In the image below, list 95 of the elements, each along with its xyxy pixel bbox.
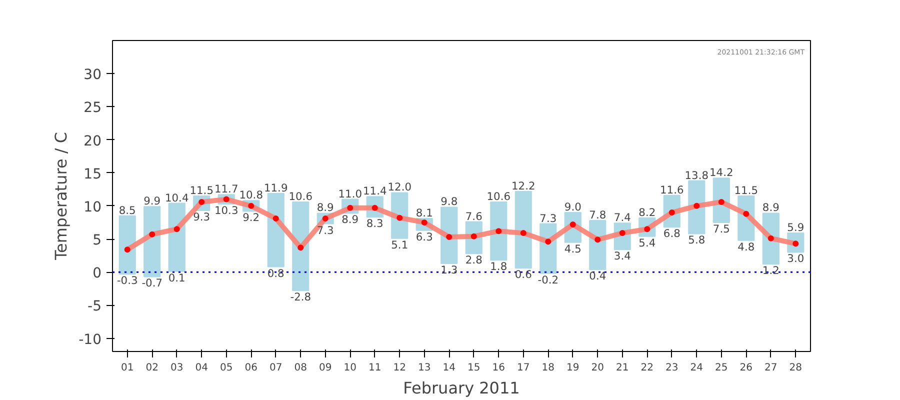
- x-tick-label: 26: [740, 362, 753, 374]
- x-tick-label: 17: [517, 362, 530, 374]
- annotation: 4.5: [564, 242, 582, 256]
- data-label: 14.2: [710, 166, 734, 180]
- x-tick-label: 01: [120, 362, 134, 374]
- y-axis-title: Temperature / C: [52, 132, 71, 262]
- data-label: 9.8: [440, 195, 458, 208]
- x-tick-label: 04: [195, 362, 208, 374]
- x-tick-label: 10: [344, 362, 356, 374]
- annotation: 5.8: [688, 234, 706, 247]
- annotation: -0.2: [538, 273, 559, 286]
- x-axis-title: February 2011: [403, 378, 520, 398]
- x-tick-label: 22: [640, 362, 654, 374]
- annotation: 5.1: [391, 238, 408, 252]
- y-tick-label: -5: [88, 298, 102, 315]
- y-tick-label: 5: [92, 232, 102, 249]
- x-tick-label: 14: [442, 362, 456, 374]
- data-label: 11.0: [338, 187, 362, 200]
- annotation: 8.9: [342, 213, 359, 226]
- x-tick-label: 27: [764, 362, 778, 374]
- x-tick-label: 09: [319, 362, 332, 374]
- annotation: 10.3: [214, 204, 238, 217]
- annotation: 8.3: [366, 217, 384, 230]
- data-label: 11.5: [734, 184, 758, 197]
- annotation: 3.4: [614, 250, 632, 263]
- x-tick-label: 02: [146, 362, 158, 374]
- x-tick-label: 23: [666, 362, 678, 374]
- data-label: 7.3: [540, 212, 557, 225]
- x-tick-label: 16: [492, 362, 505, 374]
- data-label: 10.6: [288, 190, 313, 203]
- annotation: 9.3: [193, 210, 210, 224]
- x-tick-label: 18: [542, 362, 555, 374]
- data-label: 8.1: [416, 206, 433, 220]
- annotation: 7.5: [712, 222, 730, 236]
- data-label: 8.9: [316, 201, 334, 214]
- x-tick-label: 08: [294, 362, 307, 374]
- annotation: 7.3: [316, 224, 334, 237]
- data-label: 12.2: [512, 179, 536, 192]
- x-tick-label: 06: [244, 362, 258, 374]
- data-label: 8.2: [638, 206, 656, 219]
- annotation: 9.2: [242, 211, 260, 224]
- annotation: 0.6: [514, 268, 532, 282]
- data-label: 9.0: [564, 200, 582, 214]
- annotation: 5.4: [638, 236, 656, 250]
- x-tick-label: 28: [789, 362, 802, 374]
- annotation: 2.8: [465, 254, 483, 267]
- data-label: 11.6: [660, 183, 684, 196]
- annotation: 4.8: [738, 240, 755, 254]
- x-tick-label: 15: [468, 362, 480, 374]
- x-tick-label: 03: [170, 362, 184, 374]
- x-tick-label: 05: [220, 362, 233, 374]
- data-label: 9.9: [144, 194, 161, 208]
- data-label: 8.5: [118, 204, 136, 217]
- data-label: 5.9: [787, 221, 804, 234]
- data-label: 7.8: [589, 208, 606, 222]
- annotation: 1.2: [762, 264, 780, 278]
- y-tick-label: 10: [84, 199, 102, 216]
- data-label: 10.8: [239, 188, 264, 202]
- x-tick-label: 13: [418, 362, 431, 374]
- data-label: 11.9: [264, 181, 288, 194]
- data-label: 13.8: [684, 168, 709, 182]
- data-label: 11.4: [363, 184, 387, 198]
- y-tick-label: 20: [84, 133, 102, 150]
- x-tick-label: 19: [566, 362, 580, 374]
- annotation: 6.3: [416, 230, 433, 244]
- x-tick-label: 25: [715, 362, 728, 374]
- y-tick-label: 30: [84, 67, 102, 84]
- data-label: 7.4: [614, 211, 632, 224]
- annotation: 0.1: [168, 271, 186, 284]
- x-tick-label: 07: [270, 362, 282, 374]
- annotation: -0.3: [116, 274, 138, 288]
- y-tick-label: 0: [92, 266, 102, 282]
- annotation: -0.7: [142, 276, 163, 290]
- data-label: 11.7: [214, 182, 238, 196]
- y-tick-label: 15: [84, 166, 102, 182]
- annotation: -2.8: [290, 290, 312, 304]
- annotation: 0.8: [267, 266, 285, 280]
- annotation: 1.3: [440, 263, 458, 276]
- annotation: 3.0: [787, 252, 804, 266]
- x-tick-label: 11: [368, 362, 382, 374]
- x-tick-label: 24: [690, 362, 704, 374]
- data-label: 8.9: [762, 201, 780, 214]
- annotation: 6.8: [663, 227, 681, 240]
- y-tick-label: -10: [78, 332, 102, 348]
- data-label: 11.5: [190, 184, 214, 197]
- data-label: 10.6: [486, 190, 511, 203]
- annotation: 1.8: [490, 260, 508, 274]
- x-tick-label: 12: [393, 362, 406, 374]
- data-label: 12.0: [388, 180, 412, 194]
- data-label: 7.6: [465, 210, 483, 223]
- x-tick-label: 21: [616, 362, 629, 374]
- y-tick-label: 25: [84, 100, 102, 116]
- x-tick-label: 20: [591, 362, 604, 374]
- data-label: 10.4: [164, 191, 189, 204]
- annotation: 0.4: [589, 269, 606, 282]
